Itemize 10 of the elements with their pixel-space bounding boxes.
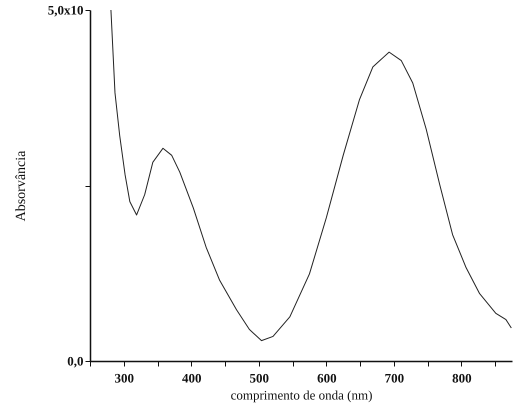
text: 0,0 — [67, 354, 84, 368]
x-tick-label: 800 — [452, 370, 472, 386]
x-tick-label: 500 — [250, 370, 270, 386]
x-axis-title: comprimento de onda (nm) — [230, 388, 372, 402]
x-tick-label: 400 — [182, 370, 202, 386]
text: 5,0x10 — [48, 2, 84, 18]
x-tick-label: 700 — [384, 370, 404, 386]
y-axis-title: Absorvância — [14, 150, 29, 222]
x-tick-label: 600 — [317, 370, 337, 386]
x-tick-label: 300 — [114, 370, 134, 386]
